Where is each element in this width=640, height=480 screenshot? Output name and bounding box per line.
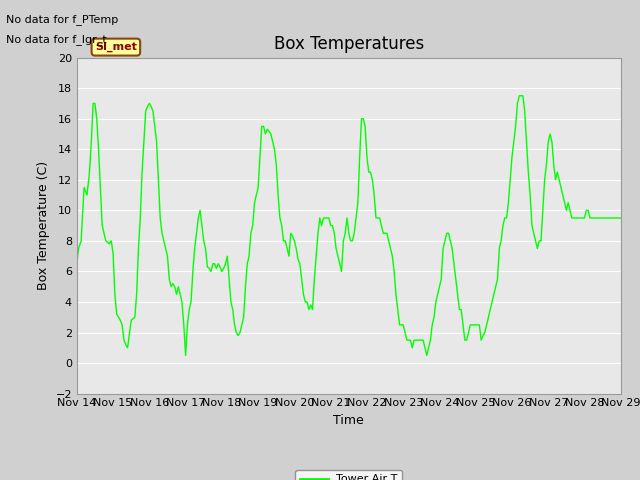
Text: No data for f_PTemp: No data for f_PTemp: [6, 14, 118, 25]
Text: No data for f_lgr_t: No data for f_lgr_t: [6, 34, 107, 45]
Y-axis label: Box Temperature (C): Box Temperature (C): [37, 161, 50, 290]
Text: SI_met: SI_met: [95, 42, 137, 52]
Legend: Tower Air T: Tower Air T: [295, 470, 403, 480]
X-axis label: Time: Time: [333, 414, 364, 427]
Title: Box Temperatures: Box Temperatures: [274, 35, 424, 53]
